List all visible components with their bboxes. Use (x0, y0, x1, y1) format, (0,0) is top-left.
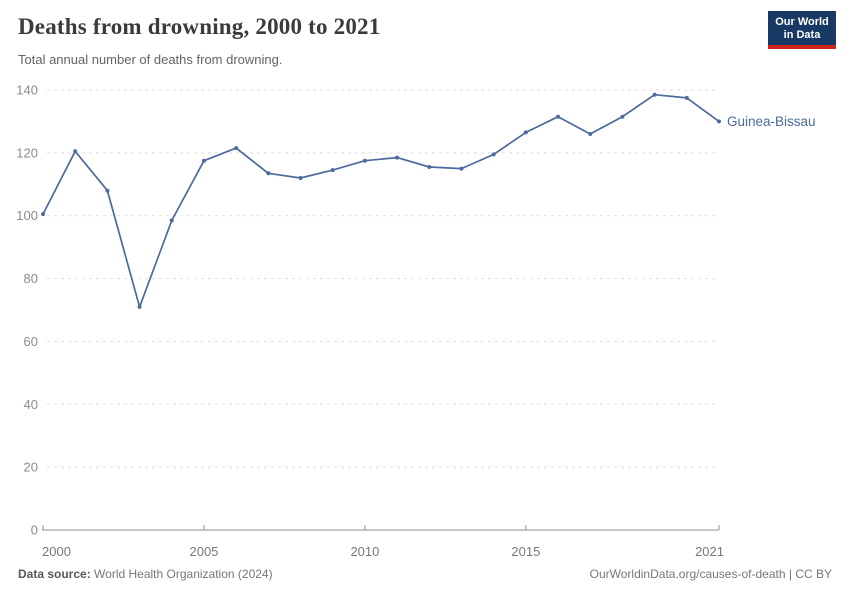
data-point-2011[interactable] (395, 155, 400, 160)
x-axis-tick-label-2000: 2000 (42, 544, 71, 559)
data-point-2003[interactable] (137, 304, 142, 309)
data-point-2001[interactable] (73, 149, 78, 154)
chart-subtitle: Total annual number of deaths from drown… (18, 52, 283, 67)
data-point-2017[interactable] (588, 132, 593, 136)
data-point-2019[interactable] (652, 92, 657, 97)
y-axis-tick-label-100: 100 (16, 208, 38, 223)
data-point-2013[interactable] (459, 166, 464, 171)
data-point-2006[interactable] (234, 146, 239, 151)
y-axis-tick-label-0: 0 (31, 523, 38, 538)
x-axis-tick-label-2010: 2010 (350, 544, 379, 559)
series-end-label[interactable]: Guinea-Bissau (727, 114, 816, 129)
chart-title: Deaths from drowning, 2000 to 2021 (18, 14, 381, 39)
data-point-2012[interactable] (427, 165, 432, 169)
data-source-label: Data source: (18, 567, 91, 581)
y-axis-tick-label-80: 80 (24, 271, 38, 286)
x-axis-tick-label-2015: 2015 (511, 544, 540, 559)
data-point-2009[interactable] (330, 168, 335, 173)
y-axis-tick-label-60: 60 (24, 334, 38, 349)
data-point-2020[interactable] (684, 95, 689, 100)
cc-by-link[interactable]: CC BY (795, 567, 832, 581)
owid-logo-line1: Our World (775, 16, 829, 28)
data-point-2007[interactable] (266, 171, 271, 176)
credit-note: OurWorldinData.org/causes-of-death | CC … (590, 567, 832, 581)
data-point-2004[interactable] (169, 218, 174, 223)
owid-url-link[interactable]: OurWorldinData.org/causes-of-death (589, 567, 786, 581)
x-axis-tick-label-2021: 2021 (695, 544, 724, 559)
data-point-2005[interactable] (201, 158, 206, 163)
data-point-2015[interactable] (523, 130, 528, 135)
data-point-2021[interactable] (717, 119, 721, 124)
owid-logo[interactable]: Our World in Data (768, 11, 836, 49)
data-point-2016[interactable] (556, 114, 561, 119)
x-axis-tick-label-2005: 2005 (189, 544, 218, 559)
y-axis-tick-label-40: 40 (24, 397, 38, 412)
credit-separator: | (785, 567, 796, 581)
data-source-note: Data source: World Health Organization (… (18, 567, 273, 581)
data-source-value: World Health Organization (2024) (94, 567, 273, 581)
data-point-2002[interactable] (105, 188, 110, 193)
data-point-2008[interactable] (298, 176, 303, 180)
data-point-2010[interactable] (362, 158, 367, 163)
data-point-2000[interactable] (41, 212, 45, 217)
y-axis-tick-label-120: 120 (16, 145, 38, 160)
y-axis-tick-label-20: 20 (24, 460, 38, 475)
series-line-guinea-bissau[interactable] (42, 93, 720, 308)
data-point-2014[interactable] (491, 152, 496, 157)
y-axis-tick-label-140: 140 (16, 83, 38, 98)
owid-logo-line2: in Data (783, 29, 821, 41)
data-point-2018[interactable] (620, 114, 625, 119)
